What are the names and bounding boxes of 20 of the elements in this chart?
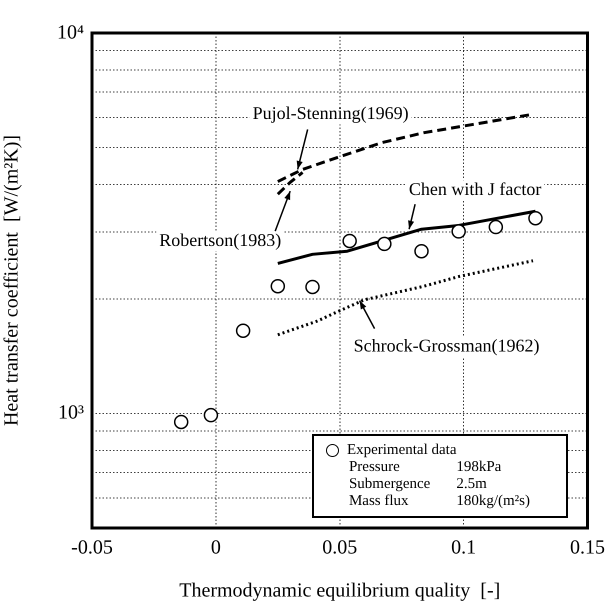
x-tick-label: 0.05: [322, 536, 358, 558]
x-axis-title: Thermodynamic equilibrium quality [-]: [179, 579, 500, 602]
annotation: Schrock-Grossman(1962): [354, 335, 540, 356]
annotation: Submergence: [348, 476, 432, 493]
annotation: Pujol-Stenning(1969): [252, 103, 409, 124]
annotation: 2.5m: [456, 476, 488, 493]
y-tick-label: 10³: [58, 402, 84, 424]
legend-label: Experimental data: [346, 442, 456, 459]
x-tick-label: 0.1: [451, 536, 476, 558]
annotation: 198kPa: [456, 459, 502, 476]
annotation: Chen with J factor: [408, 178, 542, 199]
y-axis-title: Heat transfer coefficient [W/(m²K)]: [0, 134, 22, 426]
annotation: Robertson(1983): [159, 230, 282, 250]
annotation: 180kg/(m²s): [456, 493, 531, 510]
x-tick-label: 0.15: [570, 536, 605, 558]
y-tick-label: 10⁴: [57, 21, 84, 44]
x-tick-label: -0.05: [71, 536, 113, 558]
x-tick-label: 0: [210, 536, 221, 558]
annotation: Mass flux: [348, 493, 410, 510]
annotation: Pressure: [348, 459, 401, 476]
